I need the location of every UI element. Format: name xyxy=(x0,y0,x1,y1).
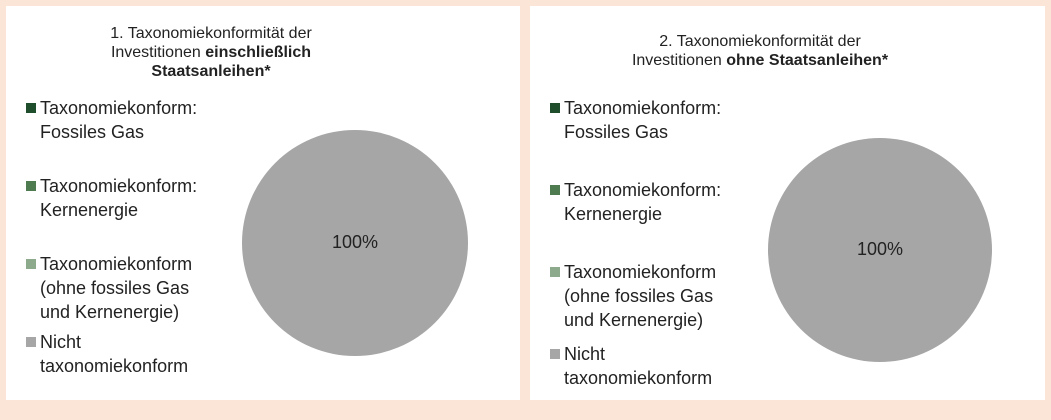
chart-title-bold: ohne Staatsanleihen* xyxy=(726,52,889,69)
chart-title-text: 1. Taxonomiekonformität der Investitione… xyxy=(110,25,312,61)
legend-item: Taxonomiekonform (ohne fossiles Gas und … xyxy=(550,260,740,332)
legend-label: Taxonomiekonform (ohne fossiles Gas und … xyxy=(564,262,717,330)
legend-label: Taxonomiekonform: Kernenergie xyxy=(564,180,722,224)
legend-swatch xyxy=(26,259,36,269)
legend-swatch xyxy=(550,103,560,113)
pie-slice xyxy=(242,130,468,356)
legend-swatch xyxy=(26,337,36,347)
legend-label: Nicht taxonomiekonform xyxy=(564,344,713,388)
chart-panel: 100% 2. Taxonomiekonformität der Investit… xyxy=(530,6,1045,400)
legend-label: Taxonomiekonform (ohne fossiles Gas und … xyxy=(40,254,193,322)
legend-swatch xyxy=(26,181,36,191)
chart-title-bold: einschließlich Staatsanleihen* xyxy=(151,44,312,80)
legend-label: Taxonomiekonform: Fossiles Gas xyxy=(564,98,722,142)
data-label: 100% xyxy=(857,239,903,259)
legend-item: Taxonomiekonform: Kernenergie xyxy=(26,174,216,222)
legend-item: Nicht taxonomiekonform xyxy=(26,330,216,378)
page: {"chart_data": [ {"type": "pie", "title"… xyxy=(6,6,1045,400)
legend-item: Nicht taxonomiekonform xyxy=(550,342,740,390)
legend-swatch xyxy=(550,349,560,359)
pie-slice xyxy=(768,138,992,362)
legend-item: Taxonomiekonform (ohne fossiles Gas und … xyxy=(26,252,216,324)
pie-chart: 100% xyxy=(242,130,468,356)
legend-label: Nicht taxonomiekonform xyxy=(40,332,189,376)
pie-chart: 100% xyxy=(768,138,992,362)
chart-title: 1. Taxonomiekonformität der Investitione… xyxy=(66,24,356,81)
legend-swatch xyxy=(26,103,36,113)
chart-title-text: 2. Taxonomiekonformität der Investitione… xyxy=(631,33,861,69)
legend-label: Taxonomiekonform: Kernenergie xyxy=(40,176,198,220)
legend-swatch xyxy=(550,267,560,277)
legend-swatch xyxy=(550,185,560,195)
legend-item: Taxonomiekonform: Kernenergie xyxy=(550,178,740,226)
chart-title: 2. Taxonomiekonformität der Investitione… xyxy=(615,32,905,70)
data-label: 100% xyxy=(332,232,378,252)
legend: Taxonomiekonform: Fossiles Gas Taxonomiek… xyxy=(550,96,740,420)
chart-panel: 100% 1. Taxonomiekonformität der Investit… xyxy=(6,6,520,400)
legend-label: Taxonomiekonform: Fossiles Gas xyxy=(40,98,198,142)
legend-item: Taxonomiekonform: Fossiles Gas xyxy=(550,96,740,144)
legend: Taxonomiekonform: Fossiles Gas Taxonomiek… xyxy=(26,96,216,408)
legend-item: Taxonomiekonform: Fossiles Gas xyxy=(26,96,216,144)
